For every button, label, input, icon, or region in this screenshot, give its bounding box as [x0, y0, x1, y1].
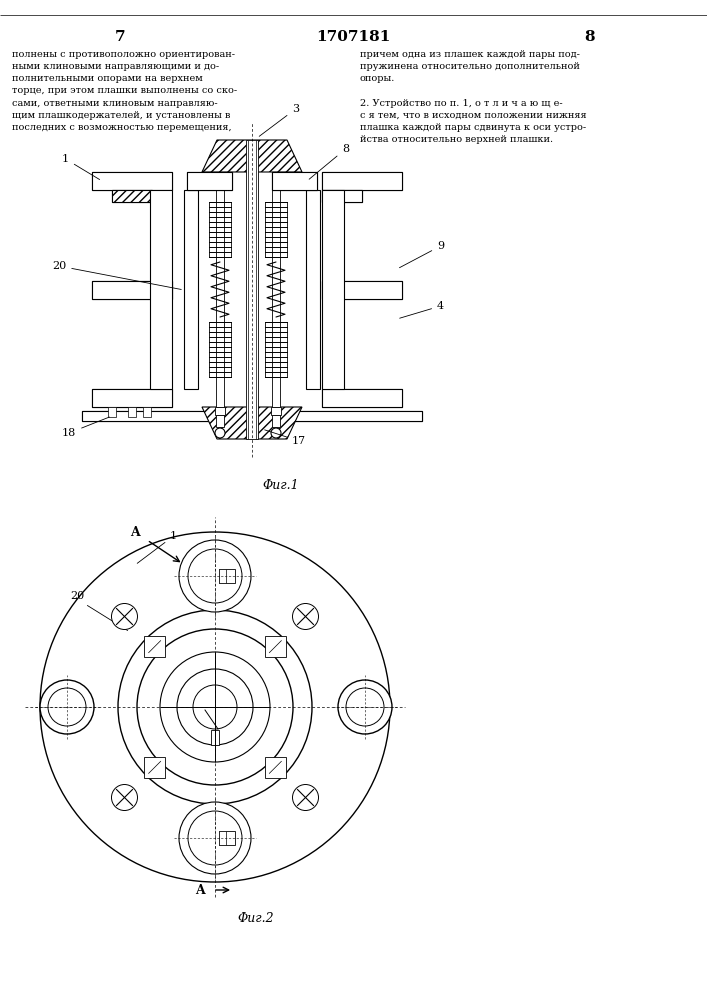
Bar	[306, 190, 320, 389]
Circle shape	[271, 428, 281, 438]
Text: 9: 9	[399, 241, 444, 268]
Bar	[128, 407, 136, 417]
Text: Φиг.1: Φиг.1	[262, 479, 298, 492]
Bar	[272, 172, 317, 190]
Bar	[184, 190, 198, 389]
Circle shape	[188, 549, 242, 603]
Bar	[187, 172, 232, 190]
Bar	[143, 407, 151, 417]
Polygon shape	[202, 407, 302, 439]
Bar	[246, 140, 258, 439]
Text: 20: 20	[52, 261, 181, 289]
Bar	[82, 411, 422, 421]
Bar	[211, 730, 219, 745]
Polygon shape	[144, 636, 165, 657]
Text: 7: 7	[115, 30, 125, 44]
Bar	[322, 190, 362, 202]
Bar	[322, 281, 402, 299]
Text: 4: 4	[399, 301, 444, 318]
Bar	[219, 569, 226, 583]
Text: 3: 3	[259, 104, 299, 136]
Text: 1: 1	[62, 154, 100, 180]
Text: 1707181: 1707181	[316, 30, 390, 44]
Circle shape	[112, 785, 137, 811]
Circle shape	[193, 685, 237, 729]
Bar	[92, 172, 172, 190]
Bar	[92, 281, 172, 299]
Text: полнены с противоположно ориентирован-
ными клиновыми направляющими и до-
полнит: полнены с противоположно ориентирован- н…	[12, 50, 237, 132]
Bar	[265, 322, 287, 377]
Circle shape	[179, 540, 251, 612]
Circle shape	[48, 688, 86, 726]
Text: 20: 20	[70, 591, 84, 601]
Circle shape	[160, 652, 270, 762]
Bar	[216, 172, 224, 407]
Bar	[112, 190, 152, 202]
Bar	[209, 322, 231, 377]
Text: Φиг.2: Φиг.2	[237, 912, 274, 925]
Polygon shape	[265, 636, 286, 657]
Circle shape	[188, 811, 242, 865]
Bar	[112, 190, 152, 202]
Text: 1: 1	[137, 531, 177, 563]
Bar	[272, 172, 280, 407]
Circle shape	[346, 688, 384, 726]
Circle shape	[179, 802, 251, 874]
Bar	[322, 389, 402, 407]
Polygon shape	[144, 757, 165, 778]
Circle shape	[215, 428, 225, 438]
Bar	[322, 172, 402, 190]
Bar	[219, 831, 226, 845]
Text: 17: 17	[264, 430, 306, 446]
Circle shape	[112, 603, 137, 629]
Bar	[272, 172, 317, 190]
Text: 8: 8	[309, 144, 349, 179]
Bar	[92, 389, 172, 407]
Circle shape	[338, 680, 392, 734]
Bar	[82, 411, 422, 421]
Bar	[248, 140, 256, 439]
Polygon shape	[265, 757, 286, 778]
Circle shape	[118, 610, 312, 804]
Bar	[108, 407, 116, 417]
Bar	[322, 172, 402, 190]
Text: 8: 8	[585, 30, 595, 44]
Text: A: A	[195, 884, 205, 896]
Bar	[92, 281, 172, 299]
Bar	[219, 831, 235, 845]
Text: причем одна из плашек каждой пары под-
пружинена относительно дополнительной
опо: причем одна из плашек каждой пары под- п…	[360, 50, 587, 144]
Circle shape	[40, 532, 390, 882]
Circle shape	[177, 669, 253, 745]
Bar	[92, 389, 172, 407]
Bar	[219, 569, 235, 583]
Bar	[215, 407, 225, 415]
Bar	[265, 202, 287, 257]
Bar	[187, 172, 232, 190]
Bar	[92, 172, 172, 190]
Bar	[272, 415, 280, 427]
Bar	[322, 389, 402, 407]
Polygon shape	[202, 140, 302, 172]
Bar	[322, 190, 362, 202]
Text: 18: 18	[62, 417, 110, 438]
Circle shape	[40, 680, 94, 734]
Circle shape	[293, 785, 319, 811]
Circle shape	[137, 629, 293, 785]
Bar	[216, 415, 224, 427]
Bar	[322, 281, 402, 299]
Bar	[322, 190, 344, 389]
Circle shape	[293, 603, 319, 629]
Bar	[271, 407, 281, 415]
Bar	[209, 202, 231, 257]
Bar	[150, 190, 172, 389]
Text: A: A	[130, 526, 140, 538]
